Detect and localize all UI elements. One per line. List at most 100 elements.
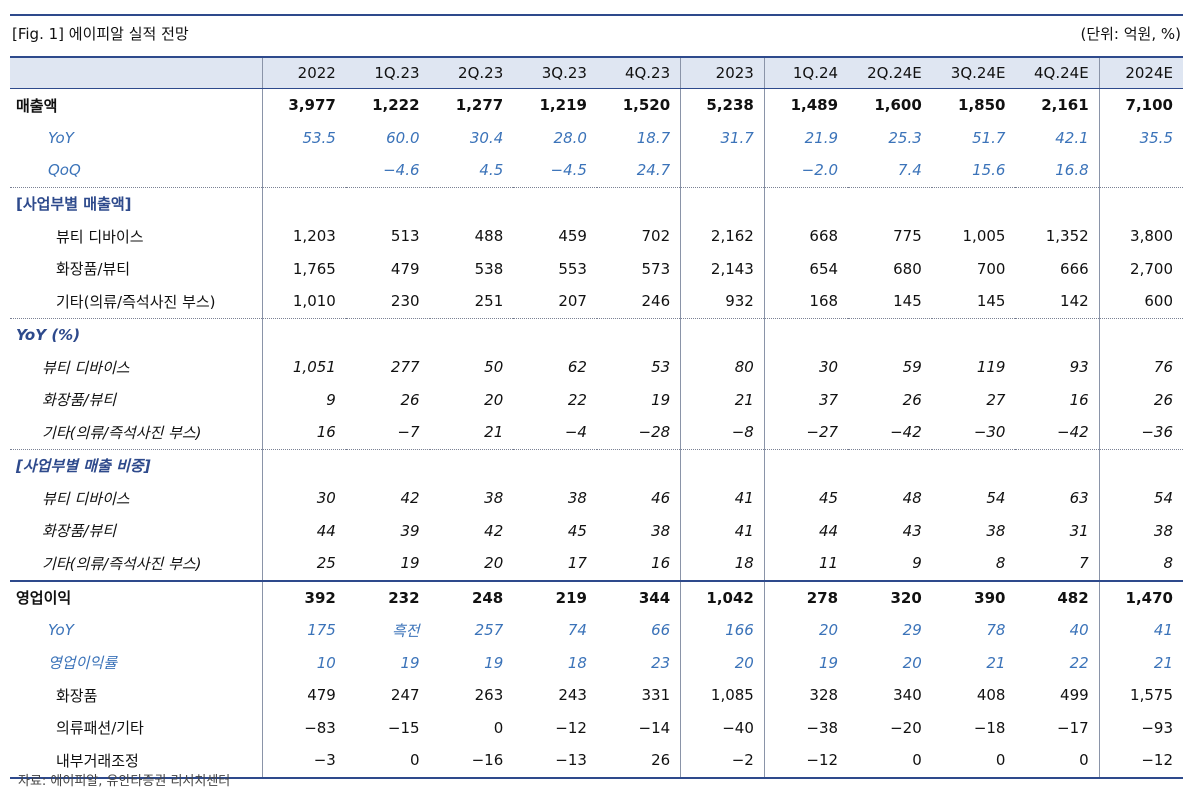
row-label: YoY (%) bbox=[10, 317, 263, 351]
row-label: 영업이익 bbox=[10, 579, 263, 614]
table-cell: 408 bbox=[976, 686, 1006, 705]
table-cell: 331 bbox=[641, 686, 671, 705]
table-cell: 700 bbox=[976, 259, 1006, 278]
table-cell: 18 bbox=[567, 653, 587, 672]
table-cell: 1,277 bbox=[455, 96, 504, 115]
table-cell: −18 bbox=[973, 718, 1006, 737]
table-cell: 22 bbox=[1069, 653, 1089, 672]
table-cell: 3,977 bbox=[261, 88, 346, 122]
table-cell: 19 bbox=[400, 653, 420, 672]
table-cell: 93 bbox=[1069, 358, 1089, 377]
table-cell: 30 bbox=[261, 482, 346, 515]
table-cell: 38 bbox=[1098, 514, 1183, 547]
column-header: 3Q.24E bbox=[931, 56, 1016, 89]
table-cell: 16.8 bbox=[1055, 161, 1089, 180]
table-cell: 251 bbox=[474, 292, 504, 311]
table-cell: 21 bbox=[1098, 646, 1183, 679]
table-cell: 207 bbox=[558, 292, 587, 311]
table-cell: −93 bbox=[1098, 711, 1183, 744]
table-cell: 22 bbox=[567, 390, 587, 409]
table-cell: 28.0 bbox=[553, 128, 587, 147]
table-cell bbox=[345, 186, 430, 220]
table-cell: 2,162 bbox=[680, 220, 765, 253]
table-cell: 59 bbox=[902, 358, 922, 377]
table-row: YoY 175 흑전 257 74 66 166 20 29 78 40 41 bbox=[10, 614, 1183, 647]
table-cell: 248 bbox=[429, 579, 514, 614]
table-cell bbox=[596, 317, 681, 351]
table-cell: 1,352 bbox=[1045, 227, 1089, 246]
table-cell bbox=[848, 448, 932, 482]
table-cell: 15.6 bbox=[972, 161, 1006, 180]
table-cell: 21 bbox=[986, 653, 1006, 672]
table-cell: 488 bbox=[474, 227, 504, 246]
table-cell: 166 bbox=[680, 614, 765, 647]
column-header: 1Q.24 bbox=[763, 56, 849, 89]
table-cell: −12 bbox=[763, 744, 849, 779]
table-cell: 35.5 bbox=[1098, 121, 1183, 154]
column-header: 2023 bbox=[680, 56, 765, 89]
row-label: YoY bbox=[48, 128, 74, 147]
table-cell: 23 bbox=[651, 653, 671, 672]
row-label: 화장품/뷰티 bbox=[56, 260, 131, 279]
table-cell: 42 bbox=[484, 521, 504, 540]
table-cell: −13 bbox=[513, 744, 597, 779]
row-label: 매출액 bbox=[16, 96, 58, 115]
table-cell: 142 bbox=[1060, 292, 1089, 311]
table-cell: 37 bbox=[763, 383, 849, 416]
table-cell bbox=[513, 317, 597, 351]
column-header: 2Q.24E bbox=[848, 56, 932, 89]
row-label: 의류패션/기타 bbox=[56, 719, 144, 738]
table-cell: 25 bbox=[261, 547, 346, 581]
table-cell: 26 bbox=[902, 390, 922, 409]
table-cell bbox=[680, 186, 765, 220]
table-cell: −4.5 bbox=[550, 161, 587, 180]
table-cell: −12 bbox=[555, 718, 587, 737]
table-cell: −14 bbox=[638, 718, 671, 737]
table-cell bbox=[763, 186, 849, 220]
table-cell: 18 bbox=[680, 547, 765, 581]
table-cell: 9 bbox=[912, 554, 922, 573]
table-row: YoY 53.5 60.0 30.4 28.0 18.7 31.7 21.9 25.3 51.7 4… bbox=[10, 121, 1183, 154]
table-body: 매출액 3,977 1,222 1,277 1,219 1,520 5,238 1,489 1,… bbox=[10, 88, 1183, 779]
table-cell bbox=[513, 448, 597, 482]
row-label: [사업부별 매출 비중] bbox=[10, 448, 263, 482]
table-row: 내부거래조정 −3 0 −16 −13 26 −2 −12 0 0 0 −12 bbox=[10, 744, 1183, 779]
table-cell bbox=[261, 186, 346, 220]
column-header: 3Q.23 bbox=[513, 56, 597, 89]
table-cell: 8 bbox=[995, 554, 1006, 573]
table-cell: 7.4 bbox=[897, 161, 922, 180]
table-cell: 0 bbox=[848, 744, 932, 779]
table-cell: 31 bbox=[1069, 521, 1089, 540]
table-cell: 168 bbox=[763, 285, 849, 318]
table-row: QoQ −4.6 4.5 −4.5 24.7 −2.0 7.4 15.6 16.8 bbox=[10, 154, 1183, 187]
table-cell bbox=[345, 448, 430, 482]
table-cell: 668 bbox=[763, 220, 849, 253]
table-cell: −8 bbox=[680, 416, 765, 449]
table-cell bbox=[931, 186, 1016, 220]
table-cell: 42.1 bbox=[1055, 128, 1089, 147]
table-row: 뷰티 디바이스 30 42 38 38 46 41 45 48 54 63 54 bbox=[10, 482, 1183, 515]
row-label: [사업부별 매출액] bbox=[10, 186, 263, 220]
table-cell: 277 bbox=[390, 358, 420, 377]
table-cell bbox=[345, 317, 430, 351]
table-cell: 16 bbox=[651, 554, 671, 573]
row-label: 기타(의류/즉석사진 부스) bbox=[56, 292, 216, 311]
table-cell: 459 bbox=[558, 227, 587, 246]
table-cell bbox=[763, 317, 849, 351]
table-cell: 257 bbox=[474, 621, 504, 640]
table-cell: 344 bbox=[596, 579, 681, 614]
table-cell: 390 bbox=[931, 579, 1016, 614]
table-cell: 573 bbox=[641, 259, 671, 278]
column-header: 2Q.23 bbox=[429, 56, 514, 89]
table-cell: 9 bbox=[261, 383, 346, 416]
table-cell bbox=[848, 317, 932, 351]
table-cell bbox=[680, 448, 765, 482]
table-row: 영업이익률 10 19 19 18 23 20 19 20 21 22 21 bbox=[10, 646, 1183, 679]
table-cell bbox=[1015, 317, 1100, 351]
table-cell bbox=[680, 317, 765, 351]
table-row: [사업부별 매출 비중] bbox=[10, 448, 1183, 482]
table-cell: 11 bbox=[763, 547, 849, 581]
row-label: 뷰티 디바이스 bbox=[42, 358, 130, 377]
table-cell: −40 bbox=[680, 711, 765, 744]
table-row: 뷰티 디바이스 1,051 277 50 62 53 80 30 59 119 93 76 bbox=[10, 351, 1183, 384]
